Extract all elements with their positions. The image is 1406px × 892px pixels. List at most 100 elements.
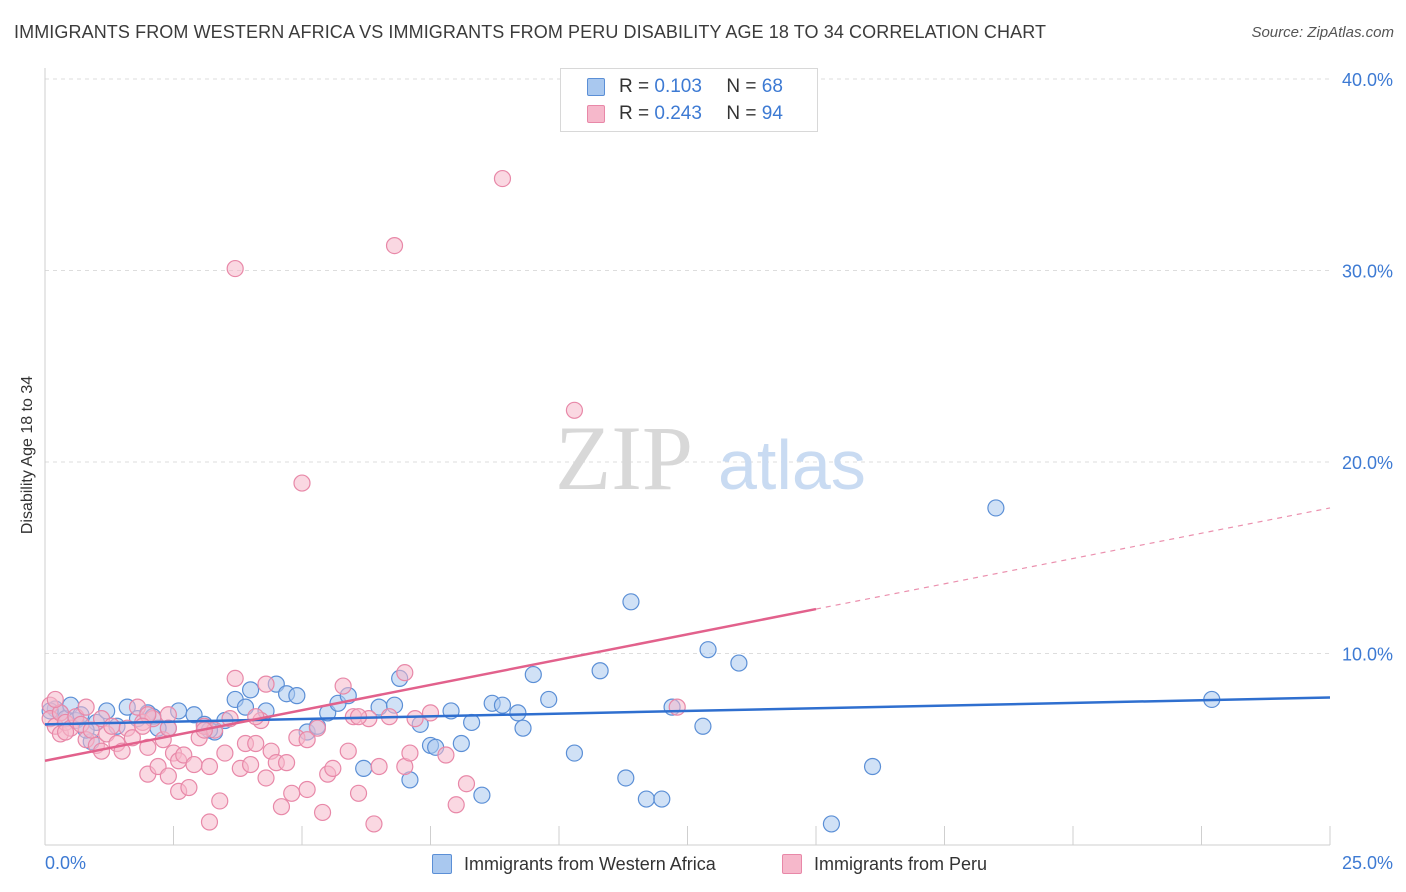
trend-lines bbox=[44, 507, 1331, 762]
data-point-peru bbox=[200, 757, 219, 776]
data-point-peru bbox=[668, 698, 686, 716]
watermark: ZIP atlas bbox=[555, 407, 866, 509]
legend-n-value: 94 bbox=[761, 103, 783, 124]
data-point-peru bbox=[370, 757, 388, 776]
bottom-legend-peru: Immigrants from Peru bbox=[782, 852, 987, 876]
data-point-peru bbox=[185, 755, 203, 774]
legend: R = 0.103 N = 68 R = 0.243 N = 94 bbox=[560, 68, 818, 132]
data-point-peru bbox=[46, 690, 64, 709]
data-point-western-africa bbox=[242, 681, 260, 699]
bottom-legend-swatch-peru bbox=[782, 854, 802, 874]
data-point-western-africa bbox=[524, 665, 542, 684]
data-point-western-africa bbox=[637, 790, 655, 808]
data-point-peru bbox=[406, 710, 424, 728]
data-point-peru bbox=[447, 796, 465, 814]
data-point-peru bbox=[298, 780, 316, 799]
data-point-peru bbox=[324, 759, 342, 778]
data-point-peru bbox=[385, 237, 404, 255]
data-point-peru bbox=[257, 675, 275, 693]
data-point-peru bbox=[211, 792, 229, 810]
data-point-peru bbox=[242, 755, 260, 774]
grid-lines bbox=[45, 78, 1330, 654]
trend-line-solid bbox=[44, 696, 1331, 726]
legend-r-label: R = bbox=[619, 76, 650, 97]
chart-title: IMMIGRANTS FROM WESTERN AFRICA VS IMMIGR… bbox=[14, 22, 1047, 42]
data-point-peru bbox=[308, 719, 327, 737]
legend-swatch-peru bbox=[587, 105, 605, 123]
data-point-western-africa bbox=[694, 717, 712, 735]
y-tick-label: 40.0% bbox=[1342, 70, 1393, 90]
y-tick-label: 30.0% bbox=[1342, 262, 1393, 282]
data-point-western-africa bbox=[699, 641, 717, 659]
data-point-peru bbox=[298, 731, 316, 749]
data-point-peru bbox=[56, 723, 75, 741]
data-point-peru bbox=[396, 664, 414, 682]
trend-line-solid bbox=[44, 607, 817, 762]
y-tick-label: 10.0% bbox=[1342, 645, 1393, 665]
legend-r-value: 0.243 bbox=[654, 103, 702, 124]
data-point-western-africa bbox=[509, 704, 527, 722]
data-point-peru bbox=[437, 746, 455, 764]
series-western-africa-points bbox=[41, 499, 1221, 833]
data-point-western-africa bbox=[617, 769, 635, 787]
data-point-western-africa bbox=[730, 654, 748, 672]
data-point-peru bbox=[365, 815, 383, 833]
tick-labels: 10.0% 20.0% 30.0% 40.0% 0.0% 25.0% bbox=[45, 70, 1393, 873]
legend-row-western-africa: R = 0.103 N = 68 bbox=[587, 75, 783, 99]
data-point-western-africa bbox=[473, 786, 491, 804]
x-tick-label: 25.0% bbox=[1342, 853, 1393, 873]
data-point-western-africa bbox=[591, 662, 609, 680]
data-point-peru bbox=[216, 744, 234, 762]
data-point-western-africa bbox=[622, 593, 640, 611]
data-point-peru bbox=[421, 704, 440, 722]
watermark-zip: ZIP bbox=[555, 407, 693, 509]
data-point-western-africa bbox=[493, 696, 512, 714]
legend-r-value: 0.103 bbox=[654, 76, 702, 97]
data-point-peru bbox=[272, 798, 291, 816]
data-point-peru bbox=[565, 401, 584, 419]
source-label: Source: ZipAtlas.com bbox=[1251, 24, 1394, 41]
bottom-legend-western-africa: Immigrants from Western Africa bbox=[432, 852, 716, 876]
legend-n-label: N = bbox=[726, 103, 757, 124]
data-point-peru bbox=[313, 803, 332, 822]
data-point-peru bbox=[180, 778, 198, 797]
data-point-peru bbox=[226, 259, 244, 278]
data-point-peru bbox=[277, 754, 296, 772]
data-point-peru bbox=[103, 717, 121, 735]
legend-row-peru: R = 0.243 N = 94 bbox=[587, 102, 783, 126]
x-tick-label: 0.0% bbox=[45, 853, 86, 873]
watermark-atlas: atlas bbox=[718, 426, 866, 504]
bottom-legend-label-western-africa: Immigrants from Western Africa bbox=[464, 853, 716, 874]
data-point-peru bbox=[200, 813, 219, 831]
legend-r-label: R = bbox=[619, 103, 650, 124]
data-point-peru bbox=[283, 784, 301, 802]
bottom-legend-swatch-western-africa bbox=[432, 854, 452, 874]
data-point-peru bbox=[401, 744, 419, 762]
data-point-peru bbox=[247, 708, 265, 726]
data-point-peru bbox=[349, 784, 368, 802]
data-point-western-africa bbox=[565, 744, 584, 762]
legend-n-label: N = bbox=[726, 76, 757, 97]
data-point-peru bbox=[226, 669, 244, 687]
data-point-peru bbox=[134, 717, 152, 735]
data-point-western-africa bbox=[863, 757, 882, 776]
bottom-legend-label-peru: Immigrants from Peru bbox=[814, 853, 988, 874]
data-point-peru bbox=[247, 734, 265, 753]
data-point-peru bbox=[493, 169, 512, 188]
data-point-peru bbox=[159, 767, 177, 785]
trend-line-dashed bbox=[815, 507, 1331, 610]
data-point-western-africa bbox=[514, 719, 532, 737]
data-point-western-africa bbox=[288, 687, 306, 705]
data-point-peru bbox=[334, 677, 352, 695]
legend-n-value: 68 bbox=[761, 76, 783, 97]
data-point-peru bbox=[457, 775, 476, 793]
data-point-western-africa bbox=[822, 815, 841, 833]
data-point-western-africa bbox=[653, 790, 671, 808]
data-point-western-africa bbox=[355, 759, 373, 778]
data-point-western-africa bbox=[463, 713, 481, 732]
data-point-western-africa bbox=[987, 499, 1005, 517]
data-point-peru bbox=[77, 698, 95, 716]
data-point-western-africa bbox=[540, 690, 558, 709]
data-point-peru bbox=[339, 742, 357, 760]
